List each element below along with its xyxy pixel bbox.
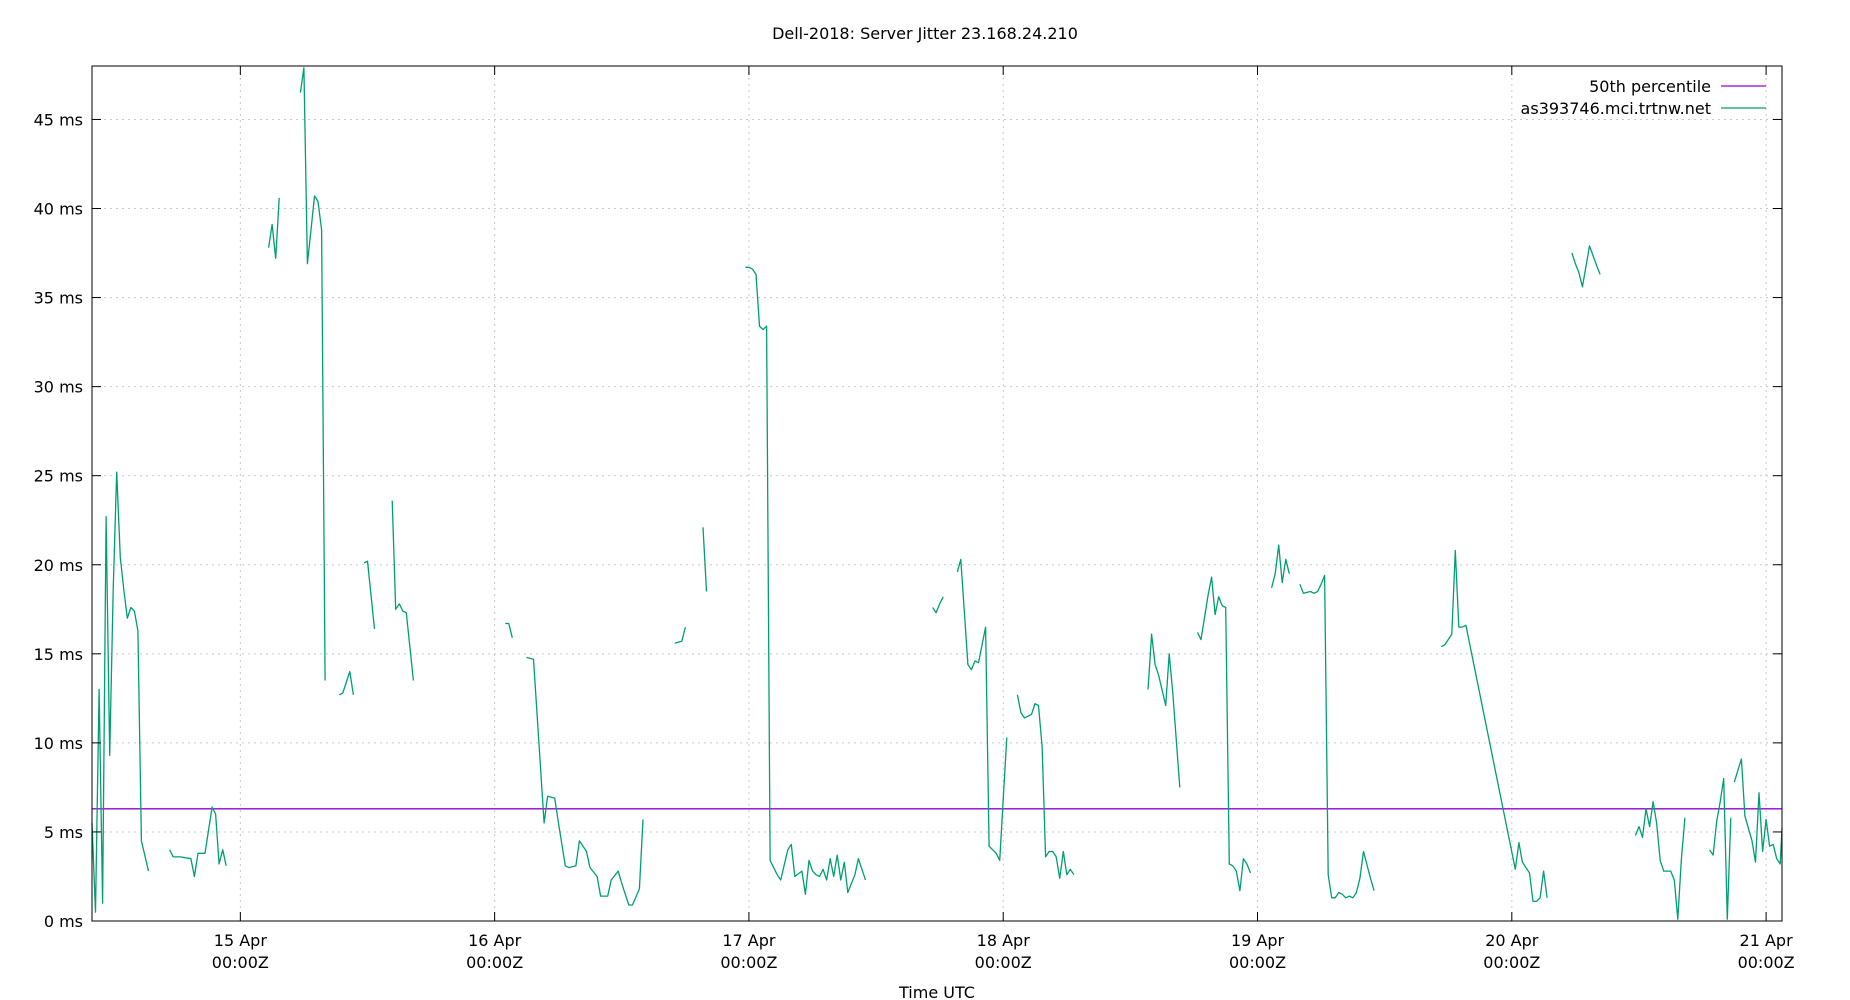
- y-tick-label: 0 ms: [44, 912, 83, 931]
- grid: [92, 66, 1782, 921]
- x-tick-label-time: 00:00Z: [466, 953, 523, 972]
- jitter-line-segment: [1016, 694, 1075, 879]
- jitter-line-segment: [391, 500, 415, 681]
- y-tick-label: 15 ms: [34, 645, 83, 664]
- x-tick-label-date: 20 Apr: [1485, 931, 1539, 950]
- jitter-line-segment: [1299, 574, 1375, 899]
- jitter-line-segment: [267, 197, 280, 260]
- jitter-line-segment: [702, 527, 708, 592]
- y-tick-label: 25 ms: [34, 467, 83, 486]
- x-tick-label-time: 00:00Z: [1483, 953, 1540, 972]
- legend-label: 50th percentile: [1589, 77, 1711, 96]
- jitter-line-segment: [505, 622, 513, 638]
- jitter-line-segment: [338, 670, 355, 696]
- y-tick-label: 40 ms: [34, 200, 83, 219]
- jitter-line-segment: [1196, 576, 1252, 892]
- legend: 50th percentile as393746.mci.trtnw.net: [1521, 77, 1766, 118]
- jitter-line-segment: [745, 266, 867, 895]
- jitter-line-segment: [91, 471, 150, 913]
- jitter-line-segment: [169, 806, 227, 878]
- jitter-line-segment: [299, 67, 326, 681]
- y-tick-label: 30 ms: [34, 378, 83, 397]
- x-axis-label: Time UTC: [898, 983, 975, 1000]
- x-tick-label-date: 16 Apr: [468, 931, 522, 950]
- jitter-line-segment: [1733, 758, 1783, 865]
- y-tick-label: 45 ms: [34, 110, 83, 129]
- jitter-line-segment: [1440, 549, 1548, 903]
- x-tick-label-date: 17 Apr: [722, 931, 776, 950]
- jitter-line-segment: [932, 596, 944, 614]
- jitter-line-segment: [956, 558, 1008, 862]
- x-tick-label-time: 00:00Z: [720, 953, 777, 972]
- jitter-line-segment: [526, 656, 644, 906]
- x-tick-label-date: 15 Apr: [214, 931, 268, 950]
- jitter-line-segment: [1270, 544, 1290, 589]
- x-axis: 15 Apr 00:00Z 16 Apr 00:00Z 17 Apr 00:00Z 18 A…: [212, 66, 1795, 972]
- jitter-line-segment: [674, 626, 687, 644]
- x-tick-label-time: 00:00Z: [212, 953, 269, 972]
- x-tick-label-date: 18 Apr: [977, 931, 1031, 950]
- y-tick-label: 35 ms: [34, 289, 83, 308]
- jitter-line-segment: [1147, 633, 1181, 788]
- jitter-line-segment: [1709, 777, 1732, 920]
- x-tick-label-date: 21 Apr: [1740, 931, 1794, 950]
- y-tick-label: 20 ms: [34, 556, 83, 575]
- x-tick-label-date: 19 Apr: [1231, 931, 1285, 950]
- x-tick-label-time: 00:00Z: [1229, 953, 1286, 972]
- legend-label: as393746.mci.trtnw.net: [1521, 99, 1711, 118]
- y-tick-label: 5 ms: [44, 823, 83, 842]
- y-tick-label: 10 ms: [34, 734, 83, 753]
- x-tick-label-time: 00:00Z: [1738, 953, 1795, 972]
- plot-frame: [91, 65, 1783, 922]
- series-lines: [91, 67, 1783, 920]
- jitter-line-segment: [1571, 245, 1601, 288]
- x-tick-label-time: 00:00Z: [975, 953, 1032, 972]
- jitter-line-segment: [363, 560, 376, 629]
- y-axis: 0 ms 5 ms 10 ms 15 ms 20 ms 25 ms 30 ms 35 ms 40…: [34, 110, 1782, 931]
- jitter-line-segment: [1634, 801, 1686, 920]
- chart-title: Dell-2018: Server Jitter 23.168.24.210: [772, 24, 1078, 43]
